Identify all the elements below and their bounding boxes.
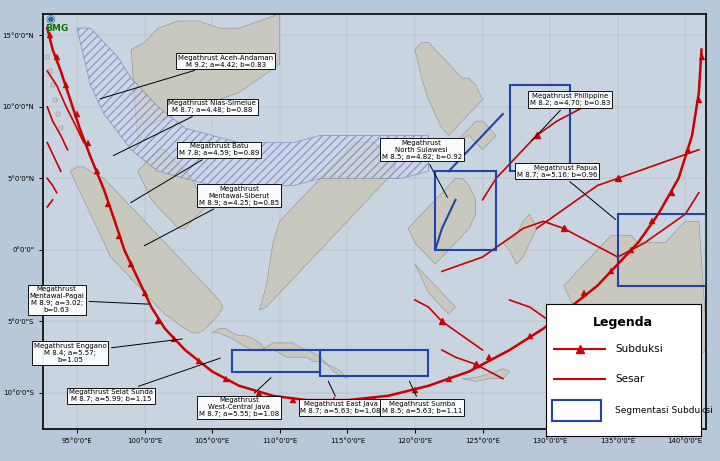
Text: Megathrust Batu
M 7.8; a=4.59; b=0.89: Megathrust Batu M 7.8; a=4.59; b=0.89	[131, 143, 259, 203]
Polygon shape	[503, 214, 536, 264]
Text: Megathrust
West-Central Java
M 8.7; a=5.55; b=1.08: Megathrust West-Central Java M 8.7; a=5.…	[199, 378, 279, 417]
Polygon shape	[456, 121, 496, 150]
Polygon shape	[408, 178, 476, 264]
Polygon shape	[415, 42, 482, 136]
Polygon shape	[212, 329, 347, 378]
Text: Megathrust Selat Sunda
M 8.7; a=5.99; b=1.15: Megathrust Selat Sunda M 8.7; a=5.99; b=…	[69, 358, 220, 402]
Text: Megathrust Philippine
M 8.2; a=4.70; b=0.83: Megathrust Philippine M 8.2; a=4.70; b=0…	[530, 93, 611, 141]
Text: Megathrust
North Sulawesi
M 8.5; a=4.82; b=0.92: Megathrust North Sulawesi M 8.5; a=4.82;…	[382, 140, 462, 197]
Text: Legenda: Legenda	[593, 316, 653, 329]
Polygon shape	[138, 150, 205, 229]
Text: BMG: BMG	[45, 24, 68, 33]
Text: Megathrust Sumba
M 8.5; a=5.63; b=1.11: Megathrust Sumba M 8.5; a=5.63; b=1.11	[382, 381, 462, 414]
Text: Megathrust
Mentawai-Pagai
M 8.9; a=3.02;
b=0.63: Megathrust Mentawai-Pagai M 8.9; a=3.02;…	[30, 286, 148, 313]
Polygon shape	[259, 142, 395, 310]
Text: Sesar: Sesar	[616, 374, 644, 384]
Polygon shape	[77, 28, 428, 185]
Text: Megathrust Aceh-Andaman
M 9.2; a=4.42; b=0.83: Megathrust Aceh-Andaman M 9.2; a=4.42; b…	[100, 54, 274, 99]
Polygon shape	[131, 14, 280, 142]
Polygon shape	[564, 221, 706, 372]
Text: Megathrust Papua
M 8.7; a=5.16; b=0.96: Megathrust Papua M 8.7; a=5.16; b=0.96	[517, 165, 616, 219]
Text: Megathrust Nias-Simelue
M 8.7; a=4.48; b=0.88: Megathrust Nias-Simelue M 8.7; a=4.48; b…	[113, 100, 256, 156]
Text: Megathrust East Java
M 8.7; a=5.63; b=1.08: Megathrust East Java M 8.7; a=5.63; b=1.…	[300, 381, 381, 414]
Polygon shape	[462, 369, 510, 382]
Text: Segmentasi Subduksi: Segmentasi Subduksi	[616, 406, 714, 415]
Text: Megathrust Enggano
M 8.4; a=5.57;
b=1.05: Megathrust Enggano M 8.4; a=5.57; b=1.05	[34, 339, 182, 363]
Polygon shape	[415, 264, 456, 314]
Text: Subduksi: Subduksi	[616, 344, 663, 354]
Text: Megathrust
Mentawai-Siberut
M 8.9; a=4.25; b=0.85: Megathrust Mentawai-Siberut M 8.9; a=4.2…	[144, 185, 279, 246]
Polygon shape	[71, 167, 223, 333]
Text: ◉: ◉	[45, 14, 55, 24]
